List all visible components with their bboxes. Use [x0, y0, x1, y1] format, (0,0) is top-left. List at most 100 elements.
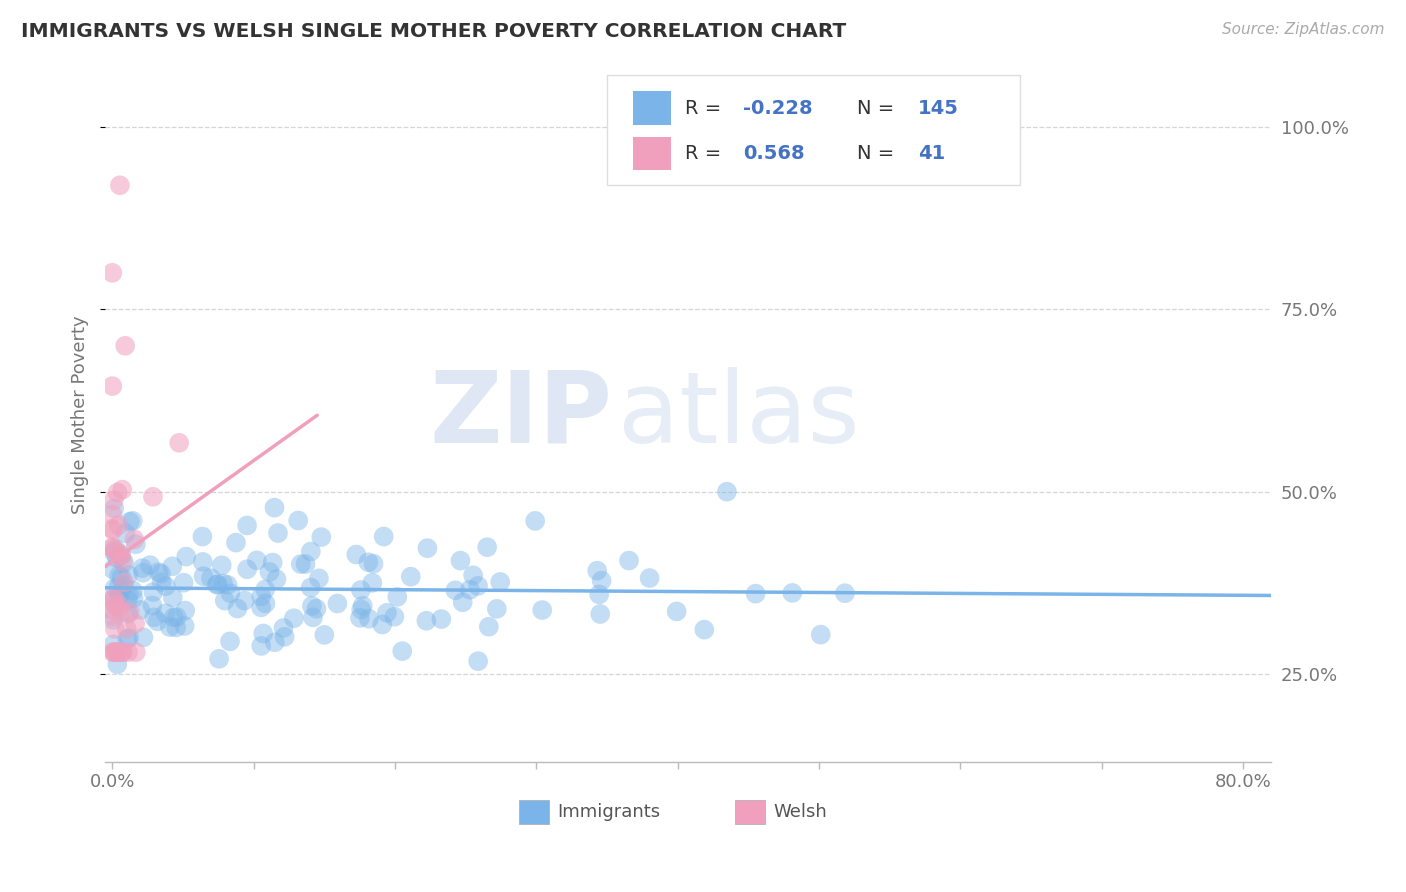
- Point: [122, 583, 145, 598]
- Point: [458, 582, 481, 597]
- Point: [111, 645, 134, 659]
- Point: [165, 620, 187, 634]
- Bar: [519, 800, 550, 824]
- Point: [294, 557, 316, 571]
- Point: [117, 567, 139, 582]
- Point: [254, 596, 277, 610]
- Point: [467, 579, 489, 593]
- Point: [326, 597, 349, 611]
- Point: [782, 586, 804, 600]
- Text: ZIP: ZIP: [429, 367, 613, 464]
- Point: [387, 590, 409, 604]
- Point: [299, 544, 322, 558]
- Point: [693, 623, 716, 637]
- Point: [107, 485, 129, 500]
- Point: [217, 578, 239, 592]
- Point: [283, 611, 305, 625]
- Point: [101, 266, 124, 280]
- Point: [305, 601, 328, 615]
- Point: [104, 645, 127, 659]
- Point: [110, 549, 132, 563]
- Point: [132, 630, 155, 644]
- Point: [104, 598, 127, 612]
- Point: [101, 591, 124, 606]
- Point: [591, 574, 613, 588]
- Point: [475, 540, 498, 554]
- Point: [124, 533, 146, 547]
- Point: [174, 549, 197, 564]
- Text: Source: ZipAtlas.com: Source: ZipAtlas.com: [1222, 22, 1385, 37]
- Point: [399, 569, 422, 583]
- Text: IMMIGRANTS VS WELSH SINGLE MOTHER POVERTY CORRELATION CHART: IMMIGRANTS VS WELSH SINGLE MOTHER POVERT…: [21, 22, 846, 41]
- Point: [115, 632, 138, 646]
- Point: [117, 588, 139, 602]
- Point: [166, 610, 188, 624]
- Point: [104, 622, 127, 636]
- Point: [352, 599, 374, 613]
- Point: [290, 557, 312, 571]
- Point: [205, 577, 228, 591]
- Text: 145: 145: [918, 98, 959, 118]
- Point: [314, 628, 336, 642]
- Point: [357, 612, 380, 626]
- Point: [665, 604, 688, 618]
- Point: [350, 602, 373, 616]
- Point: [122, 591, 145, 606]
- Point: [167, 435, 190, 450]
- Point: [357, 555, 380, 569]
- Text: atlas: atlas: [619, 367, 860, 464]
- FancyBboxPatch shape: [606, 76, 1021, 185]
- Point: [834, 586, 856, 600]
- Point: [118, 515, 141, 529]
- Point: [236, 518, 259, 533]
- Point: [103, 645, 125, 659]
- Point: [101, 379, 124, 393]
- Point: [391, 644, 413, 658]
- Point: [132, 566, 155, 580]
- Point: [114, 526, 136, 541]
- Point: [430, 612, 453, 626]
- Point: [163, 610, 186, 624]
- Point: [112, 575, 135, 590]
- Point: [143, 610, 166, 624]
- Point: [200, 571, 222, 585]
- Point: [148, 565, 170, 579]
- Point: [250, 600, 273, 615]
- Point: [273, 630, 295, 644]
- Point: [589, 607, 612, 621]
- Point: [162, 591, 184, 605]
- Point: [212, 576, 235, 591]
- Point: [108, 587, 131, 601]
- Point: [415, 614, 437, 628]
- Point: [524, 514, 547, 528]
- Text: R =: R =: [685, 145, 721, 163]
- Point: [273, 621, 295, 635]
- Point: [350, 582, 373, 597]
- Point: [101, 613, 124, 627]
- Text: -0.228: -0.228: [742, 98, 813, 118]
- Point: [478, 620, 501, 634]
- Point: [125, 537, 148, 551]
- Point: [103, 591, 125, 606]
- Point: [252, 626, 274, 640]
- Point: [118, 605, 141, 619]
- Point: [105, 551, 128, 566]
- Point: [382, 609, 405, 624]
- Point: [107, 645, 129, 659]
- Point: [451, 595, 474, 609]
- Point: [124, 616, 146, 631]
- Point: [302, 610, 325, 624]
- Text: 41: 41: [918, 145, 945, 163]
- Point: [150, 575, 173, 590]
- Point: [101, 595, 124, 609]
- Point: [110, 547, 132, 561]
- Point: [150, 566, 173, 581]
- Point: [117, 645, 139, 659]
- Point: [416, 541, 439, 556]
- Point: [219, 586, 242, 600]
- Point: [617, 553, 640, 567]
- Point: [266, 572, 288, 586]
- Point: [214, 593, 236, 607]
- Point: [101, 645, 124, 659]
- Text: N =: N =: [858, 98, 894, 118]
